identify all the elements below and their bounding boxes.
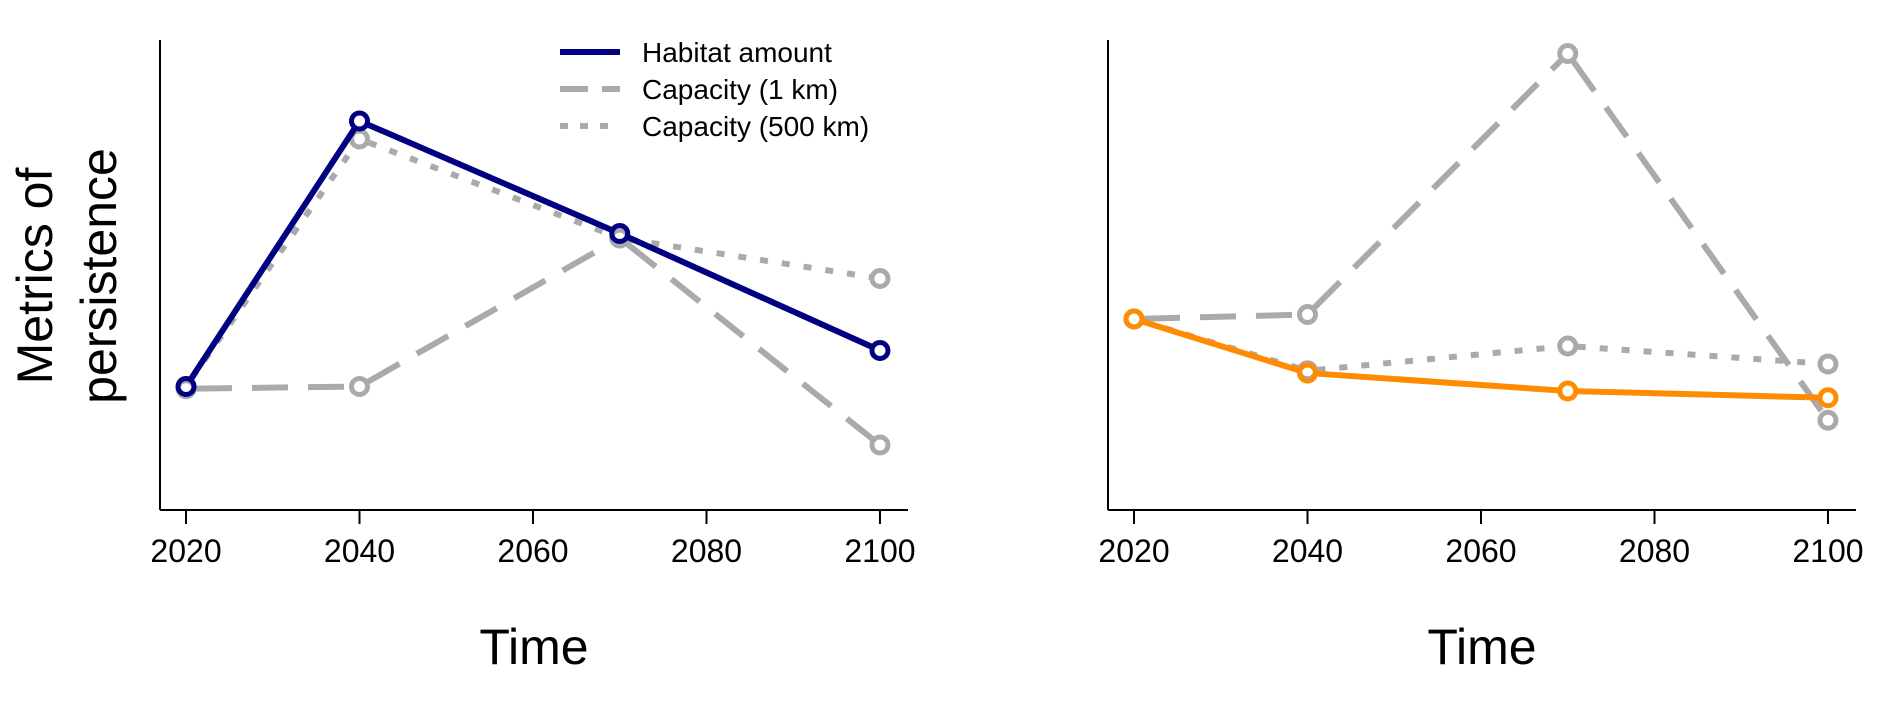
legend: Habitat amount Capacity (1 km) Capacity (5… xyxy=(560,37,869,142)
data-point xyxy=(1123,308,1145,330)
data-point xyxy=(1557,43,1579,64)
series-line-segment xyxy=(1317,370,1558,394)
x-tick-label: 2020 xyxy=(1098,533,1169,569)
data-point xyxy=(1817,409,1839,431)
x-tick-label: 2080 xyxy=(671,533,742,569)
panel-right: 2020 2040 2060 2080 2100 Time xyxy=(1098,40,1864,675)
series-line-segment xyxy=(366,240,613,385)
series-line-segment xyxy=(1312,58,1563,310)
x-tick-label: 2060 xyxy=(497,533,568,569)
x-tick-label: 2100 xyxy=(844,533,915,569)
data-point xyxy=(349,376,371,397)
series-line-segment xyxy=(629,236,871,280)
series-line-segment xyxy=(188,127,357,380)
series-line-segment xyxy=(1577,388,1819,401)
data-point xyxy=(349,110,371,132)
x-axis-title: Time xyxy=(1427,619,1536,675)
data-point xyxy=(609,223,631,244)
series-line-segment xyxy=(1143,311,1298,322)
data-point xyxy=(1297,362,1319,384)
x-tick-label: 2080 xyxy=(1619,533,1690,569)
series-line-segment xyxy=(367,139,612,238)
series-line-segment xyxy=(625,241,875,442)
x-axis-title: Time xyxy=(479,619,588,675)
series-line-segment xyxy=(367,122,612,233)
x-tick-label: 2040 xyxy=(1272,533,1343,569)
data-point xyxy=(1297,304,1319,325)
data-point xyxy=(175,376,197,397)
legend-label: Capacity (500 km) xyxy=(642,111,869,142)
series-line-segment xyxy=(1577,343,1819,367)
y-axis-title-line-2: persistence xyxy=(71,148,127,404)
y-axis-title: Metrics of persistence xyxy=(7,148,127,404)
panel-left: 2020 2040 2060 2080 2100 Time xyxy=(150,40,916,675)
x-tick-label: 2060 xyxy=(1445,533,1516,569)
x-tick-label: 2040 xyxy=(324,533,395,569)
x-tick-label: 2020 xyxy=(150,533,221,569)
x-tick-label: 2100 xyxy=(1792,533,1863,569)
data-point xyxy=(869,434,891,456)
legend-label: Capacity (1 km) xyxy=(642,74,838,105)
data-point xyxy=(1557,335,1579,357)
data-point xyxy=(1817,387,1839,409)
data-point xyxy=(1817,353,1839,375)
data-point xyxy=(1557,380,1579,402)
legend-label: Habitat amount xyxy=(642,37,832,68)
series-line-segment xyxy=(627,234,873,350)
series-line-segment xyxy=(1142,319,1299,373)
series-line-segment xyxy=(195,383,350,392)
series-line-segment xyxy=(1571,59,1825,414)
y-axis-title-line-1: Metrics of xyxy=(7,168,63,385)
data-point xyxy=(869,268,891,289)
data-point xyxy=(869,340,891,361)
series-line-segment xyxy=(1317,343,1559,373)
